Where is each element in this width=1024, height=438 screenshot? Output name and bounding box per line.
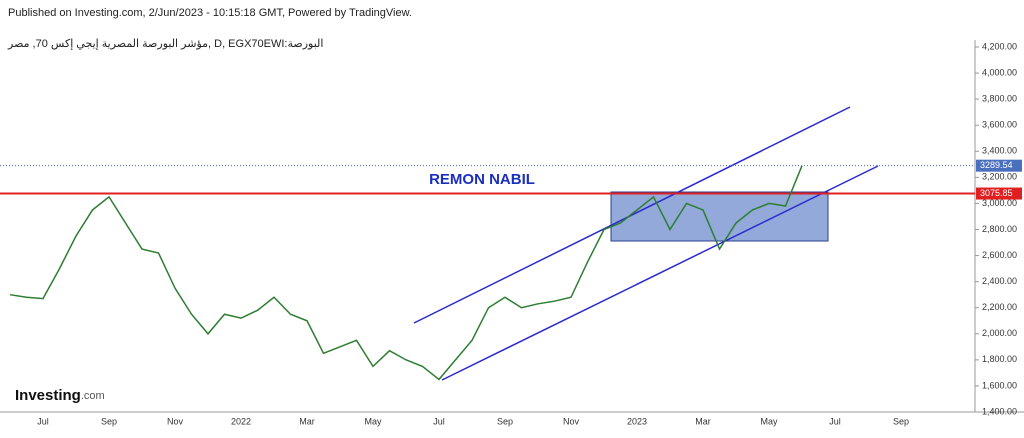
x-tick-label: Sep: [893, 416, 909, 426]
y-tick-label: 1,800.00: [982, 354, 1017, 364]
y-tick-label: 2,000.00: [982, 328, 1017, 338]
last-price-tag: [976, 159, 1022, 172]
chart-subtitle: مؤشر البورصة المصرية إيجي إكس 70, مصر, D…: [7, 38, 323, 50]
y-tick-label: 4,200.00: [982, 41, 1017, 51]
x-tick-label: May: [760, 416, 778, 426]
y-tick-label: 2,800.00: [982, 224, 1017, 234]
x-tick-label: Nov: [167, 416, 184, 426]
y-tick-label: 3,400.00: [982, 146, 1017, 156]
x-tick-label: Mar: [695, 416, 711, 426]
price-line: [9, 165, 803, 381]
chart-title: Published on Investing.com, 2/Jun/2023 -…: [8, 7, 412, 19]
x-tick-label: 2022: [231, 416, 251, 426]
y-tick-label: 3,600.00: [982, 120, 1017, 130]
x-tick-label: Jul: [37, 416, 49, 426]
x-tick-label: 2023: [627, 416, 647, 426]
y-tick-label: 2,400.00: [982, 276, 1017, 286]
y-tick-label: 1,600.00: [982, 380, 1017, 390]
x-tick-label: May: [364, 416, 382, 426]
y-tick-label: 1,400.00: [982, 406, 1017, 416]
x-tick-label: Mar: [299, 416, 315, 426]
brand-suffix: .com: [81, 390, 105, 402]
resistance-tag: [976, 187, 1022, 200]
x-tick-label: Jul: [829, 416, 841, 426]
channel-lower: [441, 165, 879, 381]
channel-upper: [413, 106, 851, 324]
y-tick-label: 2,200.00: [982, 302, 1017, 312]
y-tick-label: 3,000.00: [982, 198, 1017, 208]
y-tick-label: 4,000.00: [982, 67, 1017, 77]
y-tick-label: 3,800.00: [982, 94, 1017, 104]
annotation: REMON NABIL: [429, 171, 535, 188]
range-box: [610, 191, 829, 242]
brand: Investing.com: [15, 387, 105, 404]
y-tick-label: 2,600.00: [982, 250, 1017, 260]
brand-name: Investing: [15, 387, 81, 404]
x-tick-label: Jul: [433, 416, 445, 426]
x-tick-label: Nov: [563, 416, 580, 426]
x-tick-label: Sep: [101, 416, 117, 426]
x-tick-label: Sep: [497, 416, 513, 426]
resistance-label: 3075.85: [980, 188, 1013, 198]
last-price-label: 3289.54: [980, 160, 1013, 170]
y-tick-label: 3,200.00: [982, 172, 1017, 182]
